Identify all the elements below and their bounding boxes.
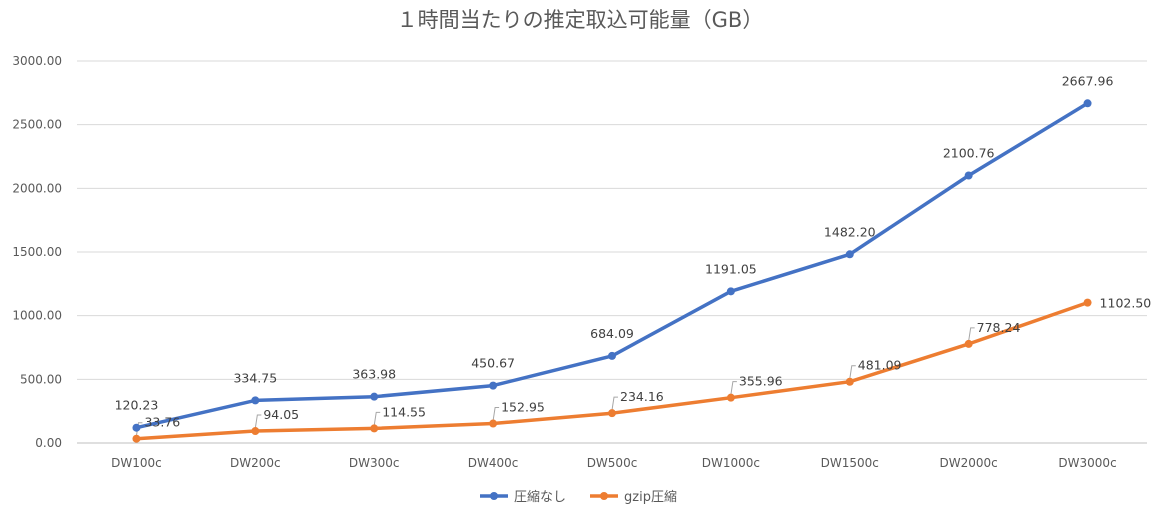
label-leader	[492, 407, 500, 421]
data-label: 355.96	[739, 374, 783, 389]
gridlines	[77, 60, 1147, 444]
y-tick-label: 2000.00	[12, 181, 62, 195]
data-label: 1191.05	[705, 261, 757, 276]
data-labels: 120.23 334.75 363.98 450.67 684.09 1191.05 148…	[115, 73, 1152, 429]
data-point	[251, 396, 260, 405]
data-label: 1102.50	[1100, 296, 1152, 311]
x-tick-label: DW200c	[230, 456, 281, 470]
label-leader-lines	[135, 327, 975, 436]
data-point	[845, 250, 854, 259]
data-point	[964, 339, 973, 348]
data-label: 363.98	[352, 367, 396, 382]
x-tick-label: DW100c	[111, 456, 162, 470]
y-axis-ticks: 0.00 500.00 1000.00 1500.00 2000.00 2500.00 30…	[12, 54, 62, 450]
data-label: 234.16	[620, 389, 664, 404]
x-tick-label: DW300c	[349, 456, 400, 470]
label-leader	[254, 414, 262, 429]
legend-item[interactable]: gzip圧縮	[590, 489, 677, 505]
label-leader	[849, 365, 856, 379]
legend-swatch-marker	[490, 492, 498, 500]
data-point	[370, 392, 379, 401]
data-point	[964, 171, 973, 180]
data-label: 33.76	[144, 415, 180, 430]
legend-label: 圧縮なし	[514, 489, 566, 505]
data-label: 114.55	[382, 404, 426, 419]
data-label: 450.67	[471, 356, 515, 371]
x-tick-label: DW1000c	[702, 456, 760, 470]
data-points	[132, 99, 1092, 443]
data-label: 1482.20	[824, 224, 876, 239]
x-tick-label: DW1500c	[821, 456, 879, 470]
data-label: 120.23	[115, 398, 159, 413]
label-leader	[611, 396, 618, 411]
chart-title: １時間当たりの推定取込可能量（GB）	[397, 8, 764, 32]
data-point	[132, 434, 141, 443]
x-tick-label: DW3000c	[1058, 456, 1116, 470]
data-label: 2100.76	[943, 146, 995, 161]
data-point	[251, 427, 260, 436]
y-tick-label: 2500.00	[12, 118, 62, 132]
y-tick-label: 3000.00	[12, 54, 62, 68]
data-label: 481.09	[858, 358, 902, 373]
x-axis-ticks: DW100c DW200c DW300c DW400c DW500c DW1000c DW1…	[111, 456, 1117, 470]
data-point	[726, 287, 735, 296]
data-point	[489, 419, 498, 428]
y-tick-label: 500.00	[20, 372, 62, 386]
data-point	[845, 377, 854, 386]
data-point	[608, 409, 616, 418]
label-leader	[373, 411, 381, 426]
x-tick-label: DW2000c	[940, 456, 998, 470]
data-point	[370, 424, 379, 433]
y-tick-label: 1000.00	[12, 309, 62, 323]
legend-label: gzip圧縮	[624, 489, 677, 505]
legend-item[interactable]: 圧縮なし	[480, 489, 566, 505]
data-point	[489, 381, 498, 390]
data-point	[132, 423, 141, 432]
data-label: 2667.96	[1062, 73, 1114, 88]
data-point	[1083, 298, 1092, 307]
legend[interactable]: 圧縮なし gzip圧縮	[480, 489, 677, 505]
x-tick-label: DW400c	[468, 456, 519, 470]
data-label: 684.09	[590, 326, 634, 341]
data-point	[1083, 99, 1092, 108]
data-point	[608, 351, 616, 360]
data-label: 152.95	[501, 400, 545, 415]
data-point	[726, 393, 735, 402]
label-leader	[968, 327, 975, 341]
data-label: 778.24	[977, 320, 1021, 335]
y-tick-label: 1500.00	[12, 245, 62, 259]
x-tick-label: DW500c	[587, 456, 638, 470]
label-leader	[730, 381, 737, 395]
data-label: 334.75	[233, 370, 277, 385]
data-label: 94.05	[263, 407, 299, 422]
y-tick-label: 0.00	[35, 436, 62, 450]
legend-swatch-marker	[600, 492, 608, 500]
